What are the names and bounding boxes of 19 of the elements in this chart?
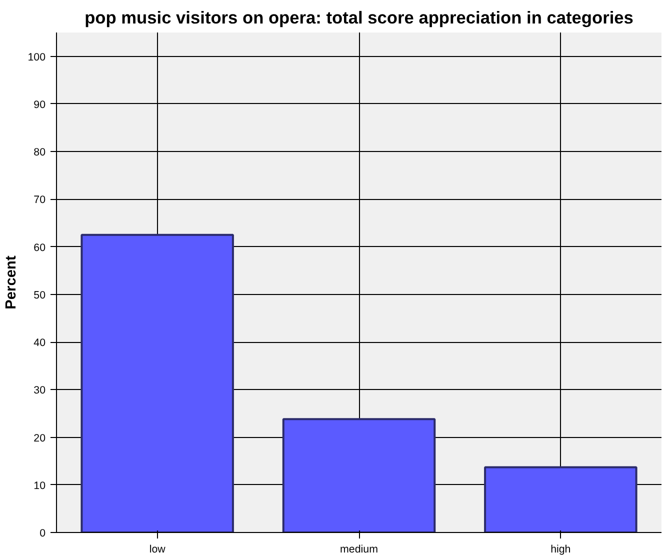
y-tick-label: 20 (34, 432, 46, 444)
y-tick-label: 60 (34, 242, 46, 254)
x-tick-label: low (149, 544, 166, 556)
y-tick-label: 30 (34, 384, 46, 397)
y-tick-label: 100 (28, 51, 46, 64)
bar (80, 234, 234, 532)
y-tick-label: 90 (34, 98, 46, 111)
bar (282, 418, 436, 532)
y-tick-label: 40 (34, 337, 46, 350)
y-tick-label: 80 (34, 146, 46, 159)
x-tick-label: medium (340, 544, 378, 556)
y-axis-title: Percent (4, 256, 20, 310)
y-tick-label: 70 (34, 194, 46, 206)
y-tick-label: 0 (40, 528, 46, 540)
x-tick-label: high (550, 544, 571, 556)
chart-title: pop music visitors on opera: total score appreciation in categories (84, 8, 634, 28)
y-tick-label: 50 (34, 289, 46, 302)
bar (484, 466, 638, 532)
y-tick-label: 10 (34, 480, 46, 492)
